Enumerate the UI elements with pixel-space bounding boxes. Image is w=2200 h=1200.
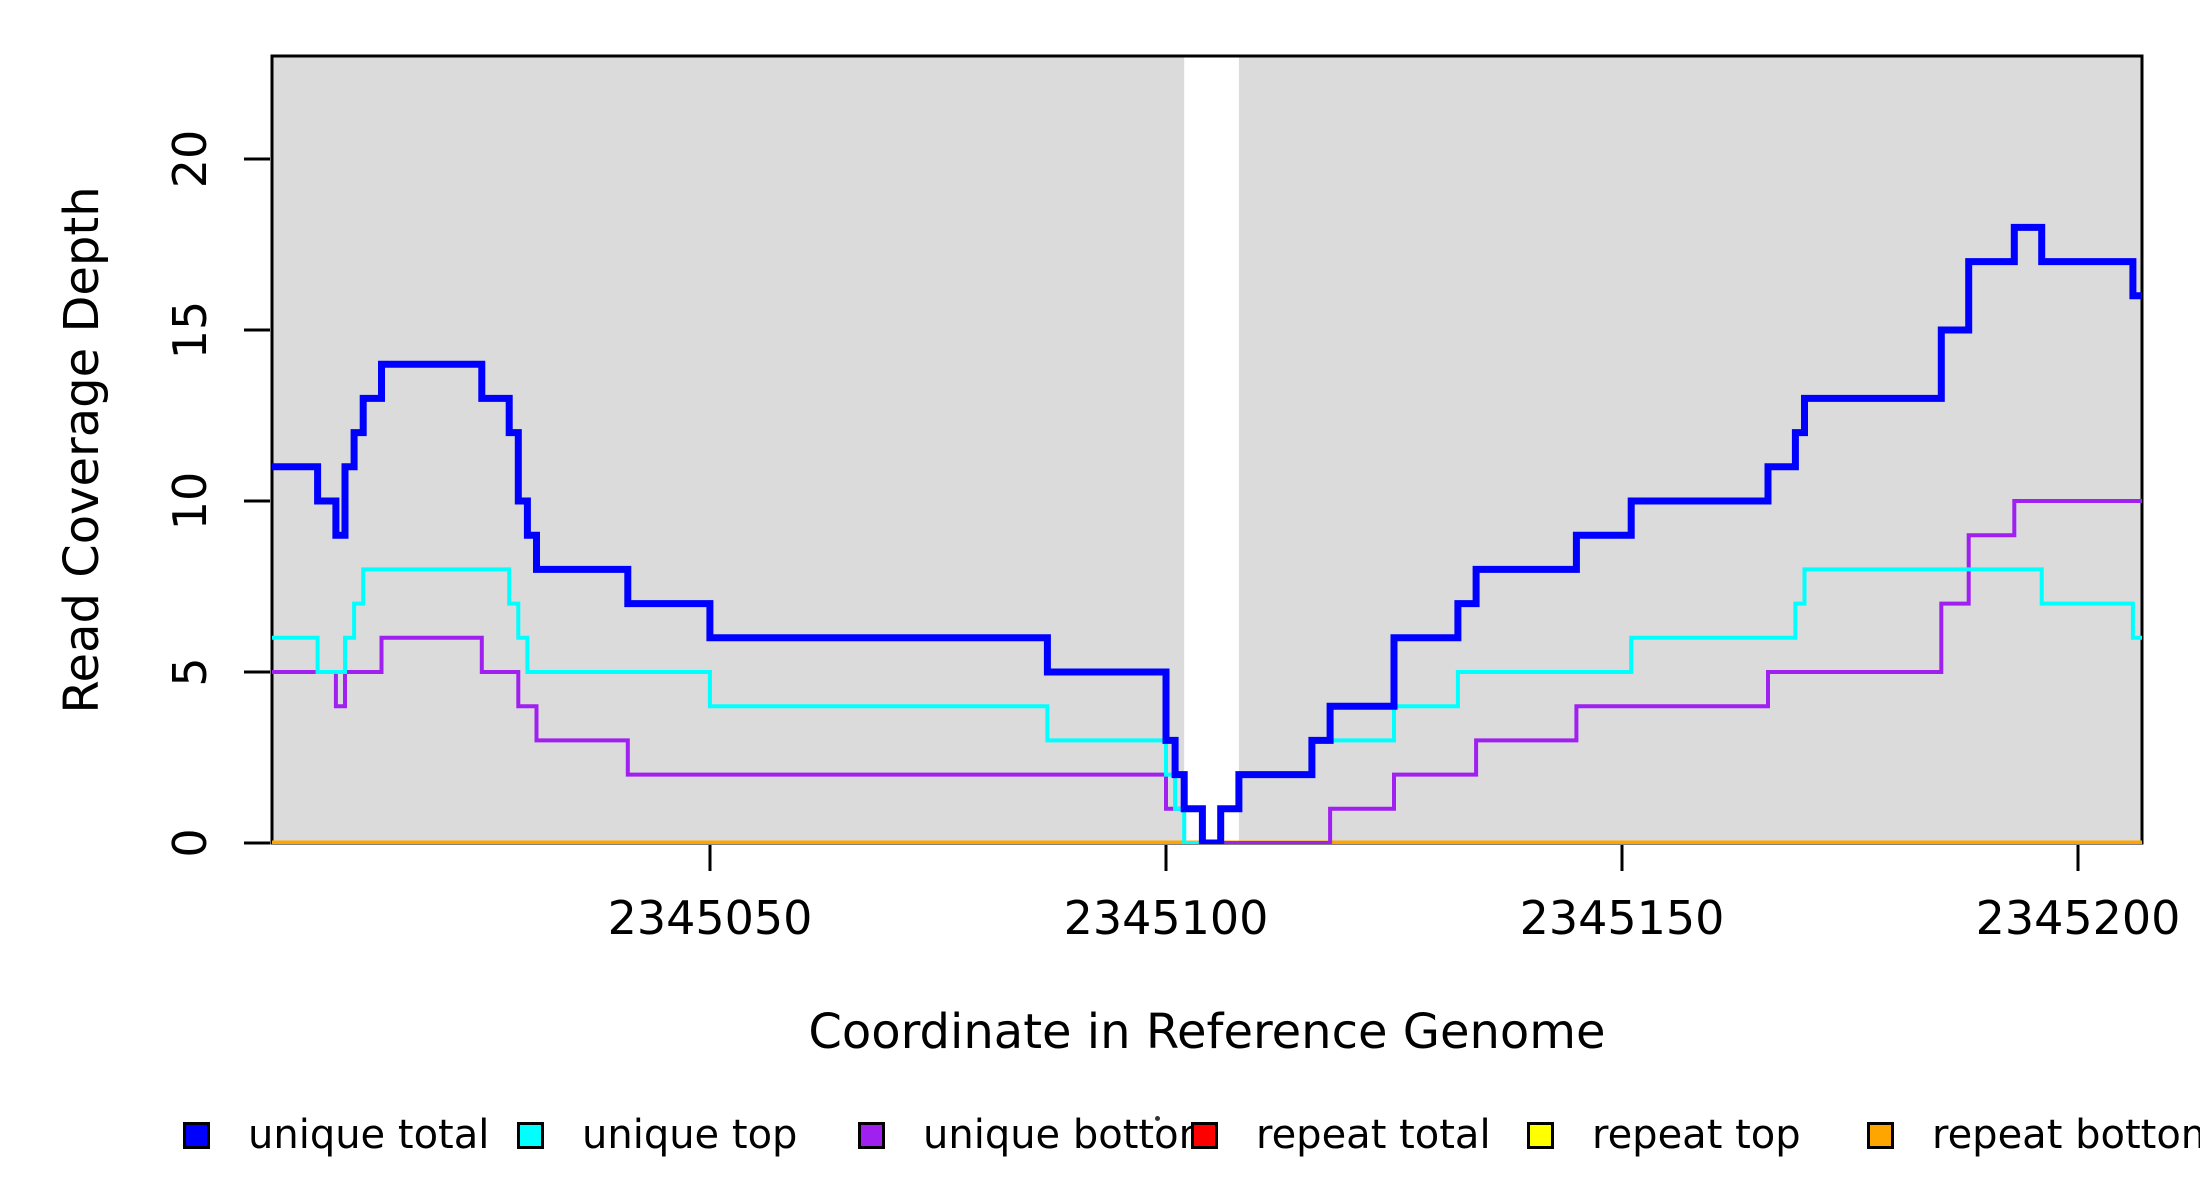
repeat-top-swatch-icon [1527, 1121, 1554, 1149]
x-tick-label-2345100: 2345100 [1063, 891, 1269, 945]
stray-dot [1155, 1116, 1160, 1121]
series-unique-top [272, 567, 2142, 844]
unique-bottom-swatch-icon [858, 1121, 885, 1149]
legend-item-unique-total: unique total [183, 1112, 489, 1158]
unique-top-swatch-icon [517, 1121, 544, 1149]
y-axis-title: Read Coverage Depth [54, 186, 110, 714]
unique-total-swatch-icon [183, 1121, 210, 1149]
x-axis-title: Coordinate in Reference Genome [808, 1004, 1606, 1060]
gap-band [1184, 56, 1239, 843]
y-tick-label-0: 0 [163, 828, 217, 858]
y-tick-label-20: 20 [163, 129, 217, 189]
repeat-bottom-swatch-icon [1867, 1121, 1894, 1149]
legend-label: repeat total [1256, 1112, 1491, 1158]
x-tick-label-2345200: 2345200 [1975, 891, 2181, 945]
legend-label: repeat top [1592, 1112, 1801, 1158]
legend-item-repeat-bottom: repeat bottom [1867, 1112, 2200, 1158]
repeat-total-swatch-icon [1191, 1121, 1218, 1149]
x-tick-label-2345050: 2345050 [607, 891, 813, 945]
legend-item-repeat-total: repeat total [1191, 1112, 1491, 1158]
legend-label: unique bottom [923, 1112, 1218, 1158]
legend-item-unique-top: unique top [517, 1112, 797, 1158]
y-tick-label-5: 5 [163, 657, 217, 687]
legend-label: unique top [582, 1112, 798, 1158]
y-tick-label-15: 15 [163, 300, 217, 360]
legend-item-unique-bottom: unique bottom [858, 1112, 1218, 1158]
legend-label: repeat bottom [1932, 1112, 2200, 1158]
y-tick-label-10: 10 [163, 471, 217, 531]
legend-item-repeat-top: repeat top [1527, 1112, 1801, 1158]
series-unique-total [272, 223, 2142, 844]
x-tick-label-2345150: 2345150 [1519, 891, 1725, 945]
legend-label: unique total [248, 1112, 490, 1158]
